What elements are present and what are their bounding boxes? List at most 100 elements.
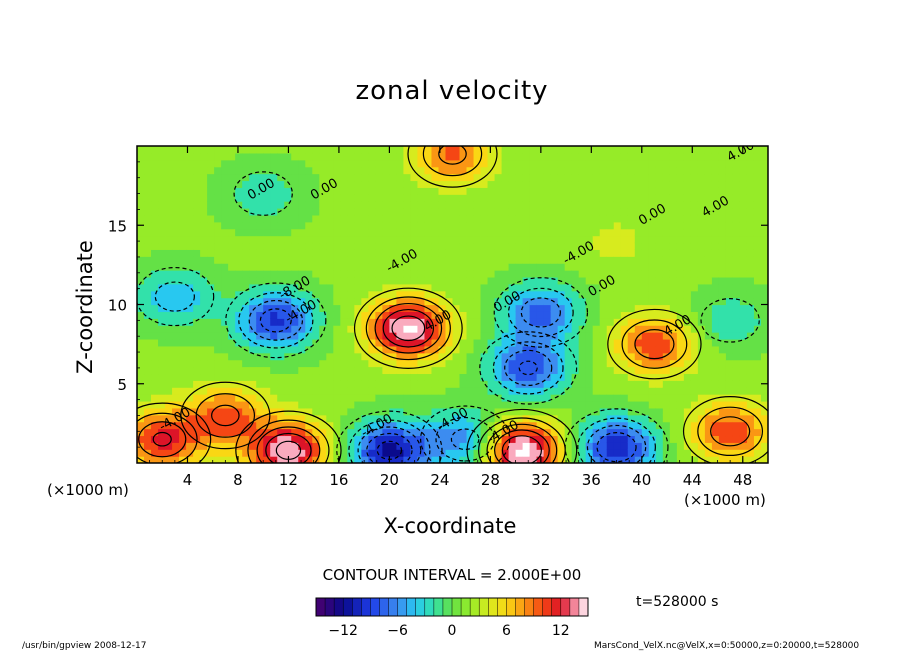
- field-cell: [214, 180, 222, 188]
- field-cell: [277, 152, 285, 161]
- field-cell: [718, 373, 727, 381]
- field-cell: [368, 366, 376, 375]
- field-cell: [214, 221, 222, 230]
- field-cell: [739, 366, 748, 375]
- field-cell: [137, 256, 145, 264]
- field-cell: [347, 442, 355, 450]
- field-cell: [557, 325, 566, 333]
- field-cell: [725, 152, 734, 161]
- field-cell: [550, 235, 559, 244]
- field-cell: [522, 290, 531, 299]
- field-cell: [718, 214, 727, 223]
- field-cell: [431, 146, 440, 154]
- field-cell: [389, 318, 398, 326]
- field-cell: [347, 407, 355, 416]
- field-cell: [648, 373, 657, 381]
- field-cell: [403, 407, 412, 416]
- field-cell: [452, 311, 461, 319]
- field-cell: [361, 256, 369, 264]
- field-cell: [578, 276, 587, 285]
- field-cell: [620, 249, 629, 257]
- field-cell: [249, 166, 257, 175]
- field-cell: [158, 235, 166, 244]
- field-cell: [165, 332, 173, 340]
- field-cell: [627, 332, 636, 340]
- field-cell: [466, 290, 475, 299]
- field-cell: [403, 373, 412, 381]
- x-tick-label: 16: [329, 471, 348, 489]
- field-cell: [585, 180, 594, 188]
- field-cell: [368, 166, 376, 175]
- field-cell: [718, 338, 727, 347]
- field-cell: [487, 304, 496, 312]
- field-cell: [697, 414, 706, 423]
- field-cell: [284, 283, 292, 292]
- field-cell: [697, 407, 706, 416]
- field-cell: [557, 228, 566, 237]
- field-cell: [676, 352, 685, 361]
- field-cell: [200, 152, 208, 161]
- field-cell: [760, 263, 768, 271]
- field-cell: [284, 228, 292, 237]
- field-cell: [172, 180, 180, 188]
- field-cell: [459, 146, 468, 154]
- field-cell: [662, 456, 671, 463]
- field-cell: [641, 194, 650, 202]
- field-cell: [340, 428, 348, 437]
- field-cell: [354, 449, 362, 457]
- field-cell: [417, 276, 426, 285]
- field-cell: [424, 345, 433, 354]
- field-cell: [732, 318, 741, 326]
- field-cell: [354, 180, 362, 188]
- field-cell: [291, 235, 299, 244]
- field-cell: [452, 235, 461, 244]
- field-cell: [536, 394, 545, 402]
- field-cell: [207, 214, 215, 223]
- field-cell: [417, 201, 426, 209]
- negative-contour: [507, 287, 574, 338]
- field-cell: [403, 276, 412, 285]
- field-cell: [529, 242, 538, 250]
- field-cell: [333, 325, 341, 333]
- field-cell: [515, 249, 524, 257]
- field-cell: [543, 221, 552, 230]
- field-cell: [746, 311, 755, 319]
- field-cell: [641, 394, 650, 402]
- field-cell: [571, 325, 580, 333]
- field-cell: [508, 400, 517, 409]
- field-cell: [144, 180, 152, 188]
- field-cell: [375, 256, 383, 264]
- field-cell: [648, 290, 657, 299]
- field-cell: [144, 394, 152, 402]
- field-cell: [634, 228, 643, 237]
- field-cell: [676, 338, 685, 347]
- field-cell: [676, 214, 685, 223]
- field-cell: [732, 414, 741, 423]
- field-cell: [634, 263, 643, 271]
- field-cell: [585, 325, 594, 333]
- field-cell: [151, 173, 159, 182]
- field-cell: [578, 180, 587, 188]
- field-cell: [186, 166, 194, 175]
- field-cell: [445, 228, 454, 237]
- field-cell: [718, 263, 727, 271]
- field-cell: [522, 173, 531, 182]
- field-cell: [613, 456, 622, 463]
- field-cell: [711, 435, 720, 443]
- field-cell: [564, 366, 573, 375]
- field-cell: [732, 297, 741, 306]
- field-cell: [340, 180, 348, 188]
- field-cell: [627, 228, 636, 237]
- field-cell: [641, 435, 650, 443]
- field-cell: [424, 318, 433, 326]
- field-cell: [718, 173, 727, 182]
- field-cell: [599, 338, 608, 347]
- field-cell: [438, 173, 447, 182]
- field-cell: [690, 304, 699, 312]
- field-cell: [319, 435, 327, 443]
- field-cell: [704, 338, 713, 347]
- field-cell: [592, 194, 601, 202]
- field-cell: [739, 290, 748, 299]
- field-cell: [466, 235, 475, 244]
- field-cell: [270, 421, 278, 430]
